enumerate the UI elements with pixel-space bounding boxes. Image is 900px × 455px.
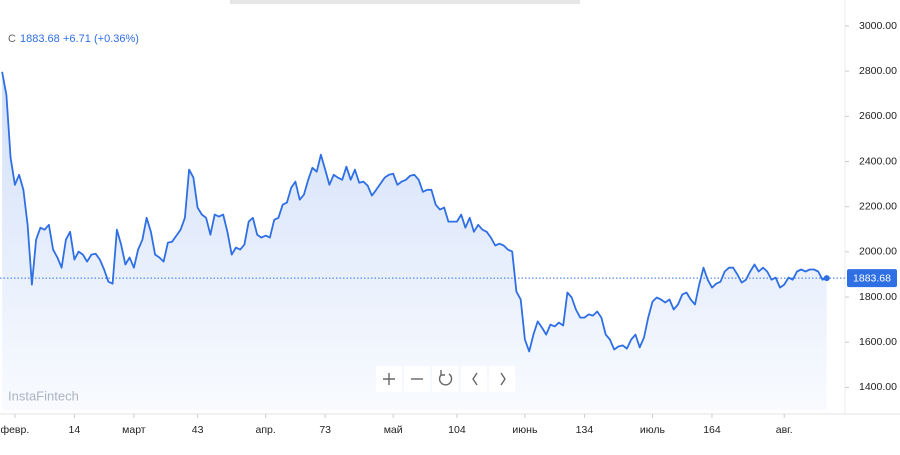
price-badge-label: 1883.68 [853,272,891,284]
x-tick-label: февр. [0,424,29,436]
x-tick-label: 134 [576,424,594,436]
last-point [823,275,830,282]
y-tick-label: 1600.00 [859,336,897,348]
toolbar [376,366,515,392]
price-line [1,71,828,353]
symbol: C [8,33,16,45]
scroll-right-button[interactable] [489,366,515,392]
x-tick-label: 73 [319,424,331,436]
watermark: InstaFintech [8,388,79,403]
top-shadow [230,0,580,4]
scroll-left-button[interactable] [461,366,487,392]
y-tick-label: 2600.00 [859,110,897,122]
y-tick-label: 2000.00 [859,246,897,258]
area-fill [2,71,827,411]
zoom-in-button[interactable] [376,366,402,392]
y-tick-label: 2200.00 [859,200,897,212]
x-tick-label: апр. [256,424,276,436]
price-badge [847,269,897,288]
y-tick-label: 1400.00 [859,381,897,393]
x-tick-label: май [384,424,403,436]
x-tick-label: март [122,424,146,436]
zoom-out-button[interactable] [404,366,430,392]
change: +6.71 [63,33,91,45]
x-tick-label: 164 [703,424,721,436]
y-tick-label: 1800.00 [859,291,897,303]
close-value: 1883.68 [20,33,60,45]
y-tick-label: 2400.00 [859,155,897,167]
change-pct: (+0.36%) [94,33,139,45]
x-tick-label: 43 [192,424,204,436]
x-tick-label: июль [640,424,666,436]
x-tick-label: авг. [776,424,793,436]
y-tick-label: 2800.00 [859,65,897,77]
x-tick-label: 14 [69,424,81,436]
x-tick-label: июнь [512,424,538,436]
x-tick-label: 104 [448,424,466,436]
reset-button[interactable] [432,366,458,392]
y-tick-label: 3000.00 [859,20,897,32]
